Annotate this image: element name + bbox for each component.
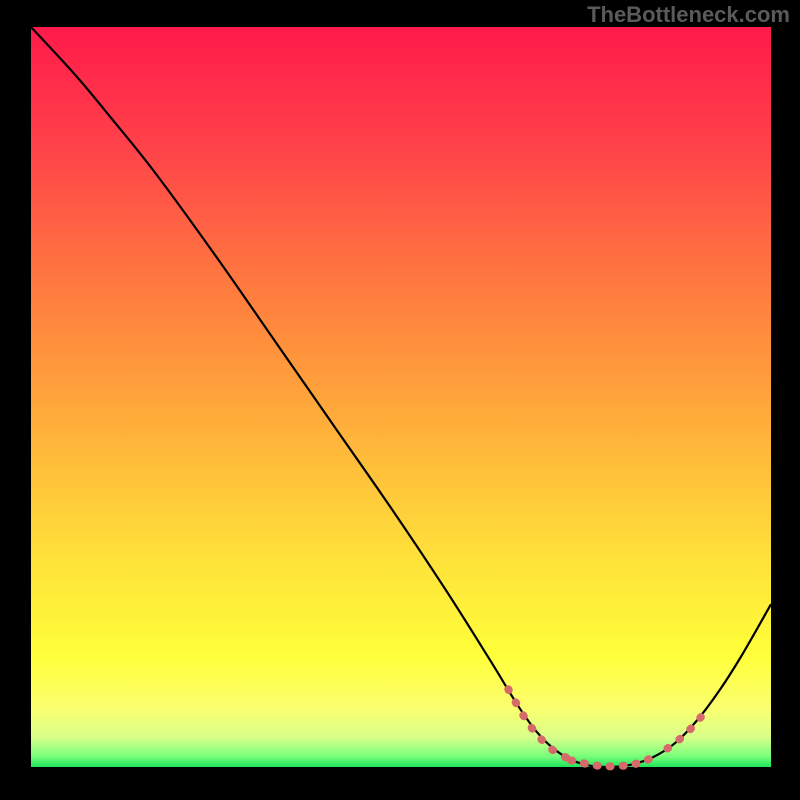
watermark-text: TheBottleneck.com	[587, 2, 790, 28]
chart-stage: TheBottleneck.com	[0, 0, 800, 800]
plot-background-gradient	[31, 27, 771, 767]
